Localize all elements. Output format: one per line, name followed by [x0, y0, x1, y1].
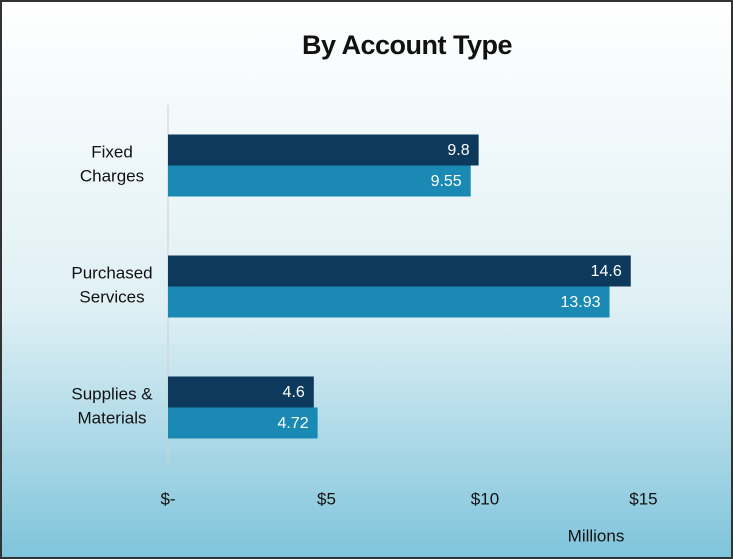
y-tick-label: Purchased Services	[71, 264, 152, 307]
data-label: 13.93	[560, 294, 600, 311]
y-tick-label-line: Services	[79, 288, 144, 307]
data-label: 9.8	[447, 142, 469, 159]
x-tick-label: $15	[629, 489, 657, 508]
bar	[168, 134, 479, 166]
x-axis-label: Millions	[568, 526, 625, 545]
x-tick-label: $-	[160, 489, 175, 508]
bar	[168, 286, 610, 318]
bar	[168, 376, 314, 408]
chart-title: By Account Type	[302, 30, 513, 60]
y-tick-label-line: Materials	[78, 409, 147, 428]
y-tick-label-line: Supplies &	[71, 385, 153, 404]
y-tick-label-line: Fixed	[91, 143, 133, 162]
data-label: 14.6	[591, 263, 622, 280]
x-tick-label: $10	[471, 489, 499, 508]
bar	[168, 165, 471, 197]
x-tick-label: $5	[317, 489, 336, 508]
y-tick-label-line: Charges	[80, 167, 144, 186]
y-tick-label: Fixed Charges	[80, 143, 144, 186]
y-tick-label: Supplies & Materials	[71, 385, 153, 428]
bar	[168, 407, 318, 439]
data-label: 9.55	[431, 173, 462, 190]
data-label: 4.72	[277, 415, 308, 432]
bar	[168, 255, 631, 287]
data-label: 4.6	[283, 384, 305, 401]
y-tick-label-line: Purchased	[71, 264, 152, 283]
